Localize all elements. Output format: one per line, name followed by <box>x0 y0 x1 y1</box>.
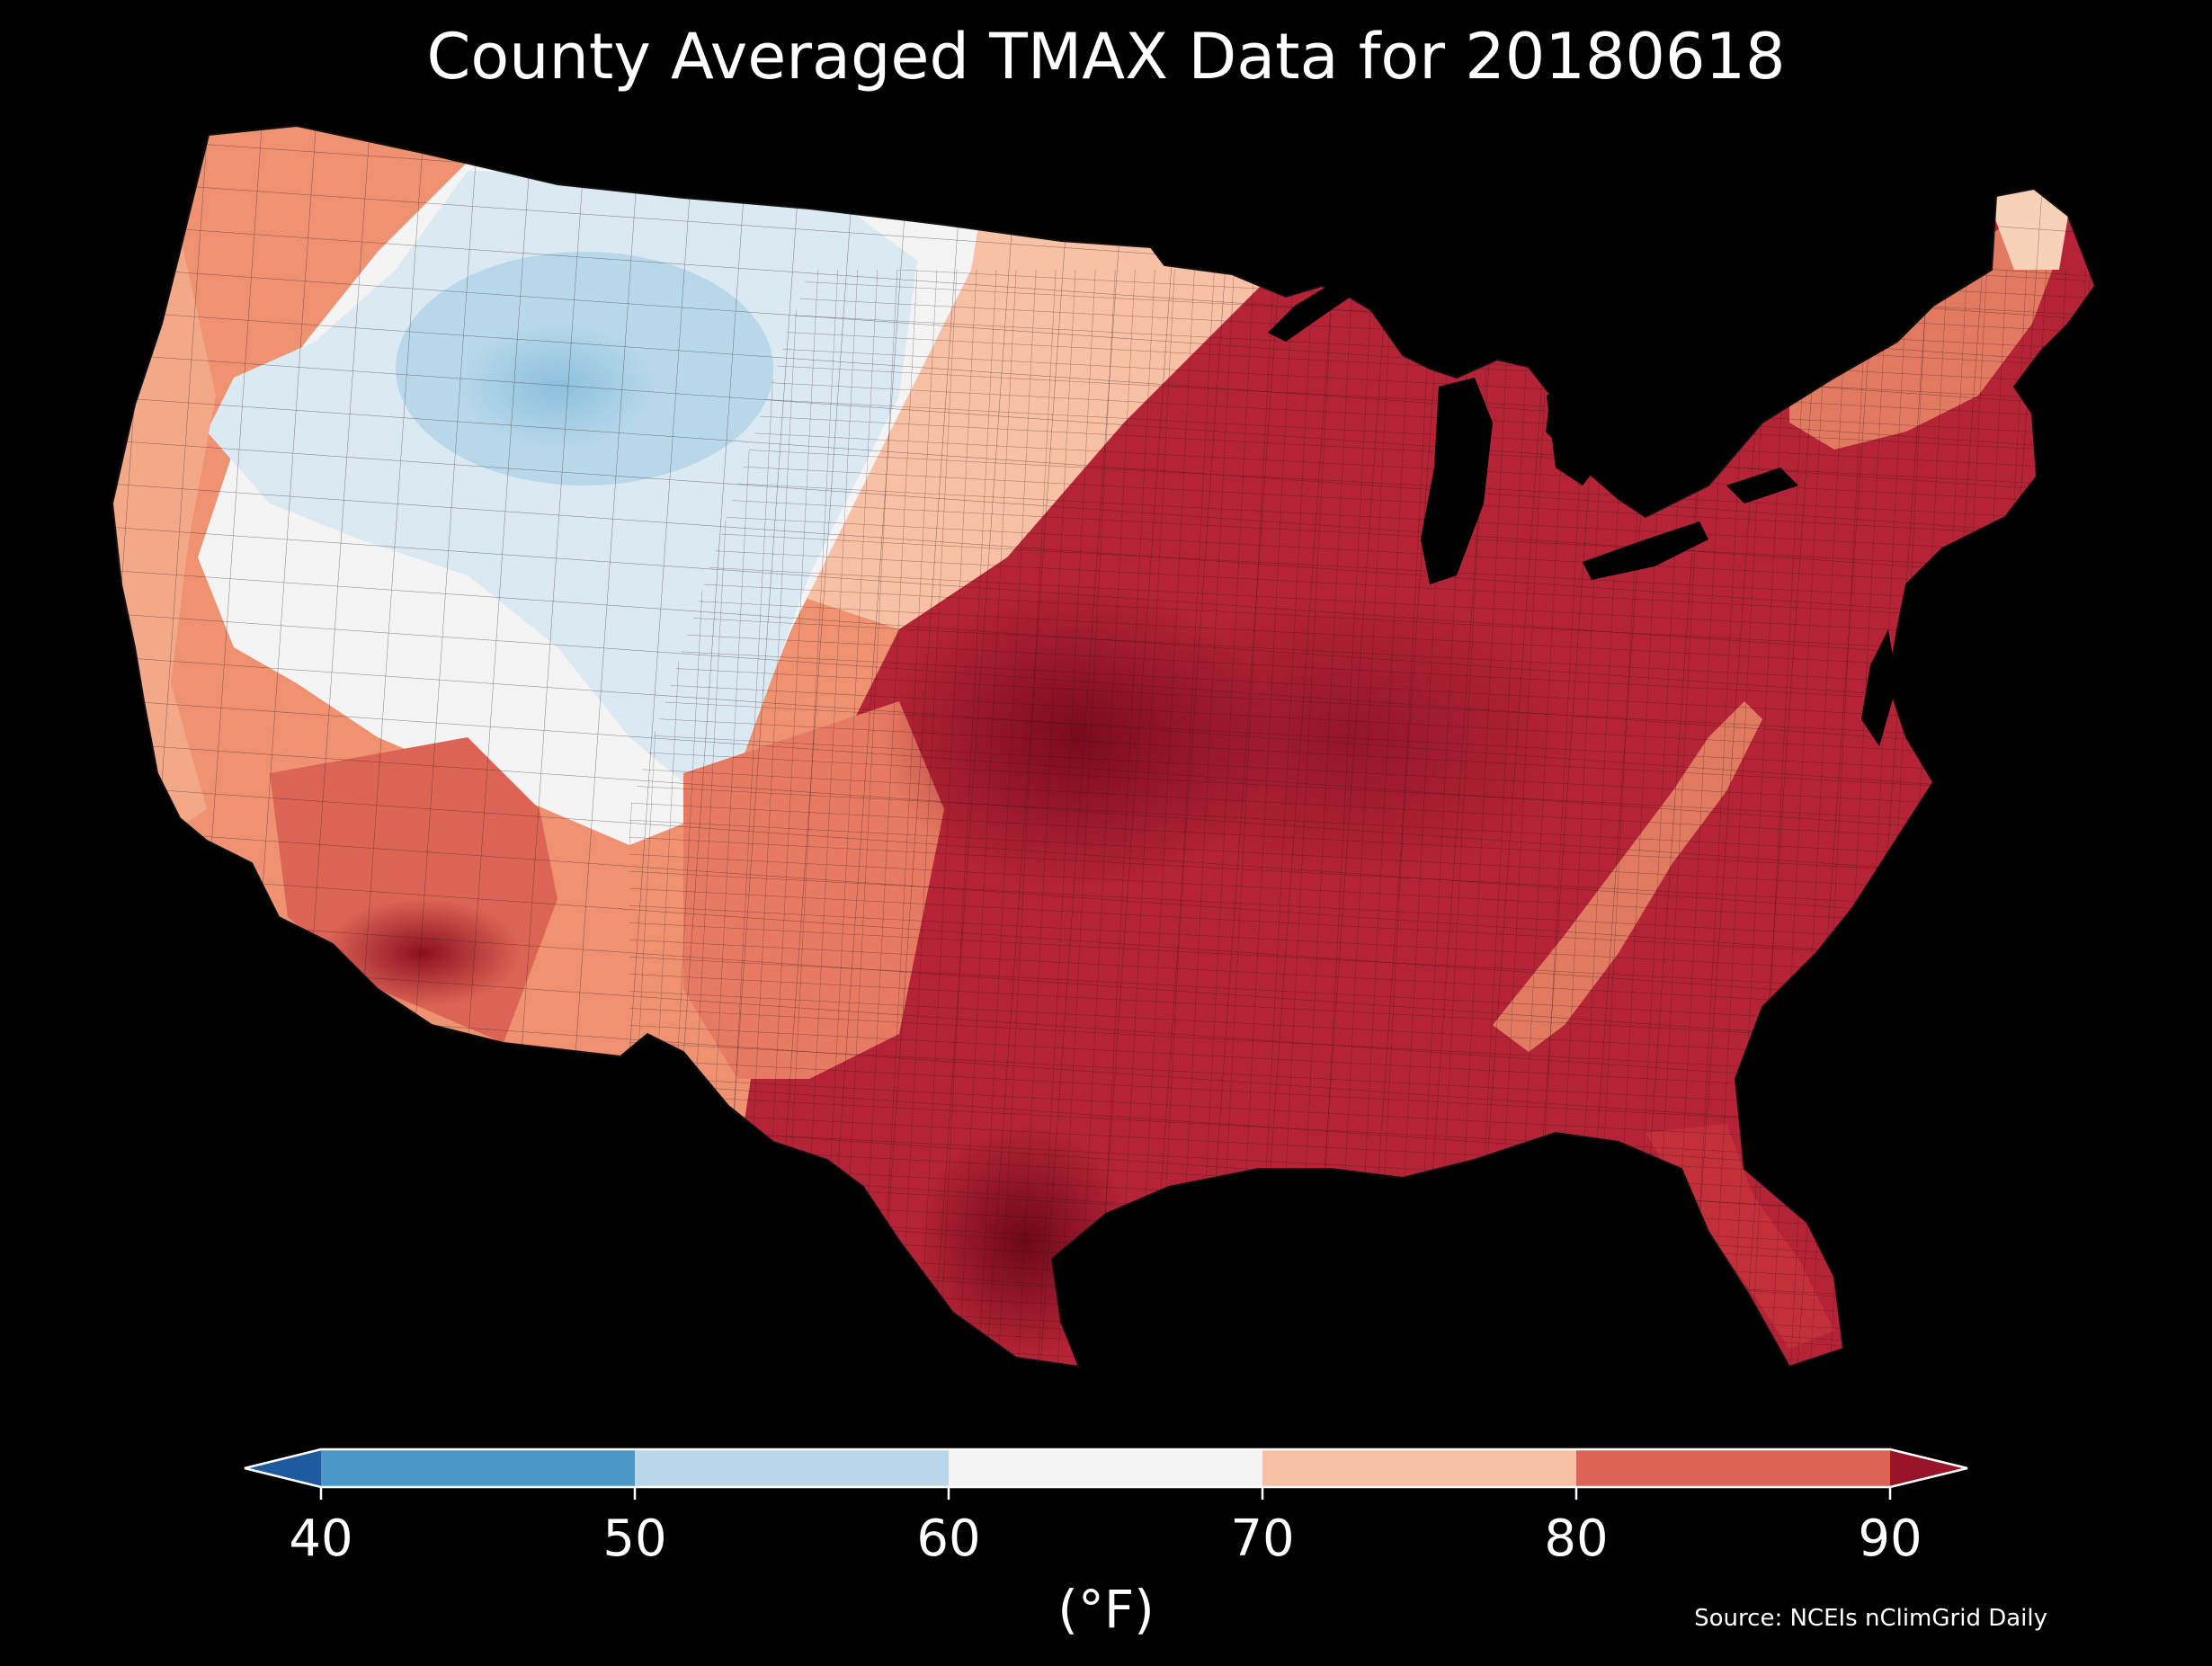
colorbar-bin-80-90 <box>1576 1449 1890 1487</box>
colorbar-bin-70-80 <box>1262 1449 1576 1487</box>
lake-huron <box>1547 378 1619 486</box>
lake-superior <box>1268 279 1367 342</box>
colorbar-extend-high <box>1890 1449 1967 1487</box>
colorbar-tick-label: 90 <box>1858 1510 1922 1568</box>
colorbar-tick-label: 80 <box>1544 1510 1609 1568</box>
us-outline <box>111 124 2097 1368</box>
map-title: County Averaged TMAX Data for 20180618 <box>426 20 1786 94</box>
lake-ontario <box>1726 468 1798 503</box>
colorbar-unit-label: (°F) <box>1057 1579 1155 1640</box>
colorbar-tick-label: 50 <box>602 1510 667 1568</box>
colorbar-bin-60-70 <box>949 1449 1262 1487</box>
us-county-map <box>112 126 2095 1367</box>
lake-erie <box>1583 521 1708 580</box>
chesapeake-bay <box>1861 629 1897 746</box>
colorbar-extend-low <box>245 1449 321 1487</box>
county-borders-east <box>629 270 2095 1367</box>
colorbar-tick-label: 40 <box>289 1510 353 1568</box>
colorbar-bin-50-60 <box>635 1449 949 1487</box>
source-credit: Source: NCEIs nClimGrid Daily <box>1694 1605 2047 1632</box>
lake-michigan <box>1421 378 1493 584</box>
colorbar-tick-label: 70 <box>1230 1510 1295 1568</box>
colorbar-bin-40-50 <box>321 1449 635 1487</box>
colorbar-tick-label: 60 <box>916 1510 981 1568</box>
colorbar <box>244 1448 1968 1500</box>
